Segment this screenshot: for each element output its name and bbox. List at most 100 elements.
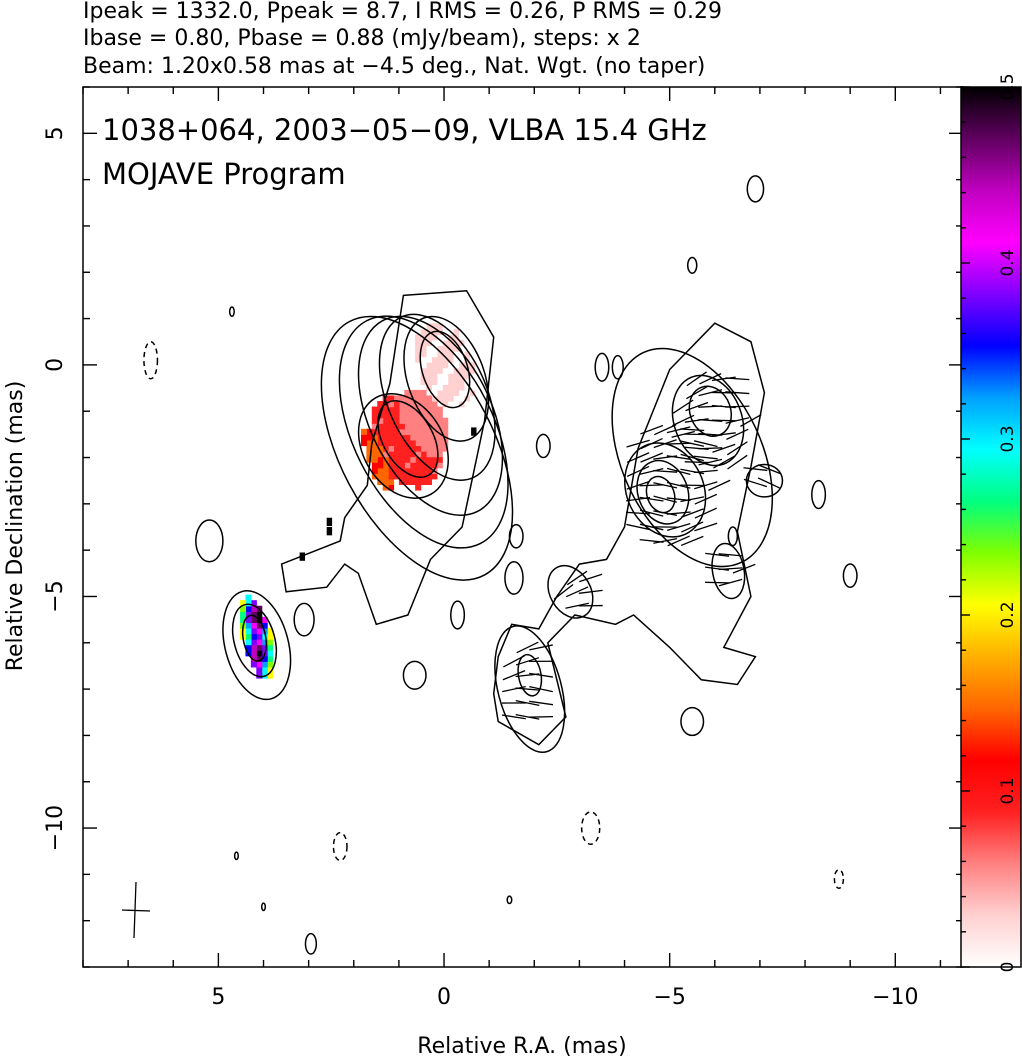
polarization-pixel [240, 600, 247, 607]
polarization-pixel [382, 473, 389, 480]
polarization-pixel [388, 395, 395, 402]
polarization-pixel [415, 334, 422, 341]
polarization-pixel [447, 384, 454, 391]
polarization-pixel [250, 655, 257, 662]
contour [494, 625, 566, 754]
polarization-vector [653, 439, 677, 449]
polarization-pixel [398, 467, 405, 474]
polarization-pixel [256, 627, 263, 635]
polarization-pixel [245, 600, 252, 607]
polarization-pixel [436, 445, 443, 452]
polarization-pixel [420, 362, 427, 369]
polarization-pixel [371, 434, 378, 441]
polarization-pixel [453, 389, 460, 397]
polarization-pixel [398, 412, 405, 419]
polarization-pixel [371, 412, 378, 419]
polarization-pixel [377, 473, 384, 480]
polarization-vector [698, 405, 723, 408]
plot-title-line-1: 1038+064, 2003−05−09, VLBA 15.4 GHz [102, 113, 707, 147]
colorbar-frame [960, 86, 1022, 968]
polarization-pixel [404, 417, 411, 424]
colorbar-tick-labels: 0 0.1 0.2 0.3 0.4 0.5 [998, 73, 1018, 972]
polarization-pixel [458, 356, 465, 363]
polarization-pixel [436, 389, 443, 397]
polarization-pixel [425, 451, 432, 458]
polarization-pixel [245, 611, 252, 618]
polarization-pixel [398, 439, 405, 447]
polarization-pixel [453, 373, 460, 380]
polarization-pixel [436, 462, 443, 469]
polarization-vector [680, 468, 705, 475]
polarization-vector [757, 464, 781, 475]
colorbar-tick-label: 0.5 [998, 73, 1018, 100]
polarization-pixel [377, 456, 384, 463]
polarization-vector [529, 715, 554, 718]
polarization-pixel [267, 650, 274, 657]
negative-contour [580, 811, 601, 846]
header-line-1: Ipeak = 1332.0, Ppeak = 8.7, I RMS = 0.2… [83, 0, 722, 24]
polarization-pixel [415, 339, 422, 347]
polarization-pixel [245, 622, 252, 629]
polarization-pixel [415, 351, 422, 358]
polarization-pixel [388, 451, 395, 458]
polarization-pixel [431, 406, 438, 413]
polarization-vector [653, 455, 678, 460]
contour [377, 400, 439, 478]
contour [231, 603, 278, 678]
contour [357, 392, 449, 499]
polarization-pixel [256, 666, 263, 674]
polarization-pixel [388, 401, 395, 408]
polarization-pixel [240, 611, 247, 618]
polarization-pixel [409, 417, 416, 424]
polarization-pixel [425, 401, 432, 408]
polarization-pixel [409, 389, 416, 397]
polarization-pixel [431, 473, 438, 480]
polarization-pixel [442, 389, 449, 397]
polarization-vector [711, 376, 736, 382]
polarization-pixel [404, 423, 411, 430]
polarization-vector [705, 581, 730, 584]
polarization-vector [515, 700, 540, 706]
polarization-pixel [442, 445, 449, 452]
polarization-pixel [442, 345, 449, 352]
polarization-pixel [371, 456, 378, 463]
polarization-pixel [245, 633, 252, 640]
polarization-pixel [250, 644, 257, 651]
polarization-pixel [420, 445, 427, 452]
polarization-pixel [377, 423, 384, 430]
contour [293, 602, 315, 637]
contour [611, 347, 774, 568]
polarization-pixel [453, 351, 460, 358]
polarization-pixel [377, 428, 384, 435]
polarization-pixel [398, 445, 405, 452]
contour [506, 895, 513, 905]
polarization-pixel [393, 439, 400, 447]
polarization-vector [515, 673, 540, 678]
polarization-pixel [261, 655, 268, 662]
polarization-vector [740, 414, 762, 427]
polarization-pixel [447, 323, 454, 330]
y-axis-label: Relative Declination (mas) [3, 381, 28, 672]
x-tick-labels: 5 0 −5 −10 [211, 985, 918, 1010]
polarization-pixel [388, 417, 395, 424]
polarization-pixel [420, 423, 427, 430]
polarization-pixel [388, 462, 395, 469]
polarization-vector [666, 522, 691, 532]
contour [403, 315, 490, 442]
y-tick-labels: 5 0 −5 −10 [43, 126, 68, 851]
polarization-pixel [420, 467, 427, 474]
polarization-pixel [409, 462, 416, 469]
polarization-vector [685, 401, 709, 412]
polarization-pixel [436, 339, 443, 347]
polarization-vector [653, 469, 678, 473]
polarization-pixel [442, 395, 449, 402]
polarization-pixel [415, 401, 422, 408]
polarization-vector [667, 535, 690, 547]
polarization-pixel [393, 406, 400, 413]
polarization-pixel [463, 389, 470, 397]
polarization-pixel [453, 367, 460, 374]
polarization-pixel [245, 644, 252, 651]
polarization-pixel [393, 395, 400, 402]
colorbar-tick-label: 0.3 [998, 425, 1018, 452]
polarization-pixel [250, 611, 257, 618]
